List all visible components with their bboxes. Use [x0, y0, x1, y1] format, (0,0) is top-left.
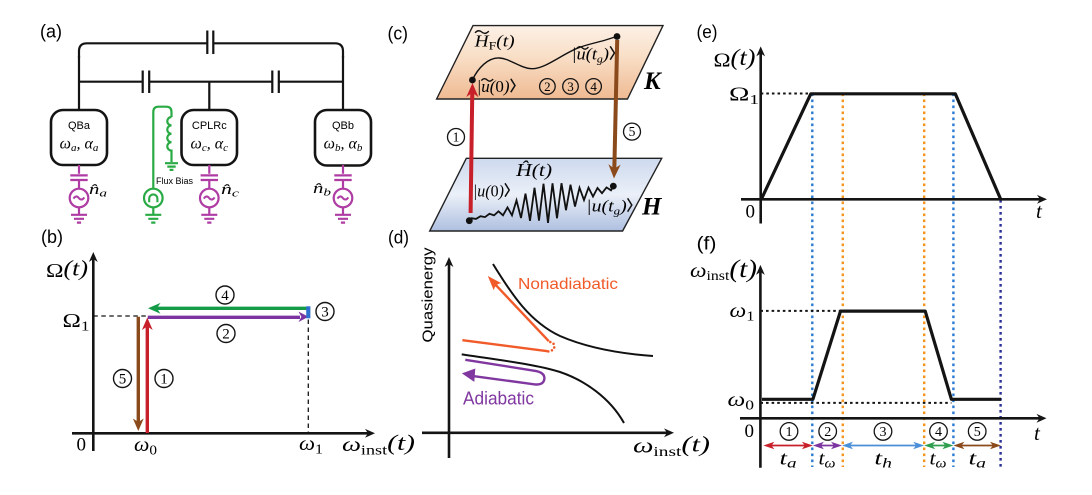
svg-text:1: 1: [453, 130, 460, 145]
svg-text:2: 2: [544, 79, 551, 94]
svg-text:0: 0: [77, 435, 87, 456]
svg-text:Ω1: Ω1: [729, 84, 759, 109]
svg-text:1: 1: [160, 372, 168, 388]
svg-text:3: 3: [321, 304, 329, 320]
svg-text:5: 5: [119, 371, 127, 387]
svg-text:0: 0: [746, 202, 756, 223]
svg-text:Ĥ(t): Ĥ(t): [515, 159, 552, 181]
svg-text:t: t: [1034, 421, 1041, 445]
svg-text:4: 4: [590, 79, 597, 94]
svg-text:ωa, αa: ωa, αa: [60, 136, 99, 155]
svg-text:4: 4: [221, 288, 229, 304]
svg-text:Ω(t): Ω(t): [714, 45, 756, 72]
svg-text:K: K: [643, 68, 663, 95]
svg-text:Adiabatic: Adiabatic: [463, 388, 534, 408]
svg-text:HF(t): H F(t): [473, 32, 515, 53]
svg-text:(b): (b): [41, 227, 63, 247]
svg-text:1: 1: [786, 425, 793, 440]
svg-text:Flux Bias: Flux Bias: [156, 176, 194, 186]
svg-text:|u(0): |u(0): [473, 182, 504, 201]
svg-text:t: t: [1036, 199, 1043, 223]
svg-text:3: 3: [567, 79, 574, 94]
svg-text:(f): (f): [697, 234, 717, 254]
svg-text:(d): (d): [388, 228, 409, 248]
svg-text:3: 3: [880, 425, 887, 440]
svg-text:H: H: [641, 194, 663, 221]
svg-text:Ω(t): Ω(t): [46, 256, 88, 283]
svg-text:0: 0: [745, 421, 755, 442]
svg-text:4: 4: [935, 425, 942, 440]
svg-text:(c): (c): [388, 24, 409, 44]
svg-text:2: 2: [222, 326, 230, 342]
svg-text:2: 2: [824, 425, 831, 440]
svg-text:Quasienergy: Quasienergy: [421, 247, 437, 343]
svg-text:Nonadiabatic: Nonadiabatic: [518, 276, 618, 293]
svg-text:QBa: QBa: [68, 120, 91, 132]
svg-text:ωc, αc: ωc, αc: [191, 136, 229, 155]
svg-text:|u(0): |u(0): [477, 77, 510, 96]
svg-text:CPLRc: CPLRc: [192, 120, 227, 132]
svg-text:5: 5: [629, 124, 636, 139]
svg-text:|u(tg): |u(t g): [586, 197, 627, 218]
svg-text:(e): (e): [697, 22, 718, 42]
svg-text:5: 5: [974, 425, 981, 440]
svg-text:ωb, αb: ωb, αb: [324, 136, 363, 155]
svg-text:(a): (a): [40, 22, 62, 42]
svg-text:QBb: QBb: [332, 120, 354, 132]
svg-text:ω1: ω1: [730, 300, 755, 325]
